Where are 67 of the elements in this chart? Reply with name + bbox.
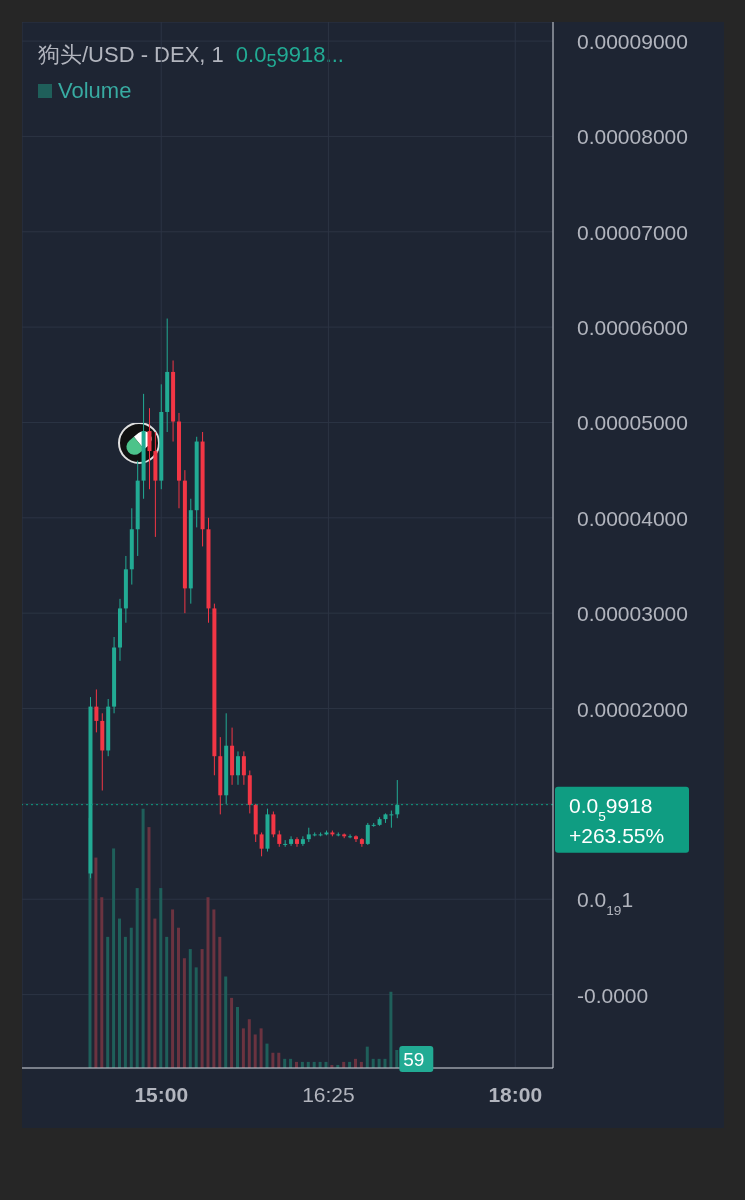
bar: [230, 997, 234, 1068]
candlestick: [389, 810, 394, 829]
bar: [176, 927, 180, 1068]
y-tick-label: -0.0000: [577, 983, 649, 1007]
candlestick: [348, 833, 353, 839]
bar: [117, 918, 121, 1068]
bar: [224, 976, 228, 1068]
x-tick-label: 18:00: [488, 1083, 543, 1106]
candlestick: [259, 831, 264, 857]
y-tick-label: 0.00008000: [577, 125, 688, 149]
candlestick: [353, 834, 358, 843]
bar: [389, 991, 393, 1068]
bar: [94, 857, 98, 1068]
legend-label: Volume: [58, 78, 132, 104]
bar: [153, 918, 157, 1068]
y-tick-label: 0.00005000: [577, 411, 688, 435]
bar: [135, 888, 139, 1068]
bar: [235, 1007, 239, 1068]
bar: [265, 1043, 269, 1068]
bar: [241, 1028, 245, 1068]
ref-line-label: 0.0$_{5}$9918 +263.55%: [569, 793, 665, 847]
bar: [147, 827, 151, 1068]
bar: [100, 897, 104, 1068]
y-tick-label: 0.00003000: [577, 602, 688, 626]
candlestick: [235, 750, 240, 786]
bar: [365, 1046, 369, 1068]
bar: [141, 808, 145, 1068]
bar: [212, 909, 216, 1068]
candlestick: [289, 835, 294, 847]
candlestick: [365, 822, 370, 846]
text: 0.0$_{5}$9918...: [235, 42, 344, 72]
candlestick: [294, 836, 299, 848]
bar: [259, 1028, 263, 1068]
y-tick-label: 0.00002000: [577, 697, 688, 721]
bar: [123, 936, 127, 1068]
candlestick: [395, 779, 400, 819]
bar: [200, 949, 204, 1068]
bar: [253, 1034, 257, 1068]
candlestick: [271, 811, 276, 838]
y-tick-label: 0.00007000: [577, 220, 688, 244]
bar: [106, 936, 110, 1068]
candlestick: [241, 750, 246, 786]
candlestick: [94, 688, 99, 733]
bar: [277, 1052, 281, 1068]
candlestick: [147, 407, 152, 490]
bar: [159, 888, 163, 1068]
bar: [206, 897, 210, 1068]
x-tick-label: 15:00: [134, 1083, 189, 1106]
bar: [129, 927, 133, 1068]
y-tick-label: 0.00006000: [577, 316, 688, 340]
y-tick-label: 0.0$_{19}$1: [577, 888, 634, 918]
bar: [271, 1052, 275, 1068]
text: 狗头/USD - DEX, 1: [38, 42, 224, 67]
bar: [247, 1019, 251, 1068]
y-tick-label: 0.00009000: [577, 30, 688, 54]
bar: [182, 958, 186, 1068]
bar: [194, 967, 198, 1068]
bar: [165, 936, 169, 1068]
bar: [395, 1050, 399, 1068]
bar: [188, 949, 192, 1068]
y-tick-label: 0.00004000: [577, 506, 688, 530]
candlestick: [300, 835, 305, 847]
x-tick-label: 16:25: [302, 1083, 355, 1106]
bar: [112, 848, 116, 1068]
bar: [218, 936, 222, 1068]
bar: [171, 909, 175, 1068]
data-label: 59: [403, 1049, 425, 1070]
